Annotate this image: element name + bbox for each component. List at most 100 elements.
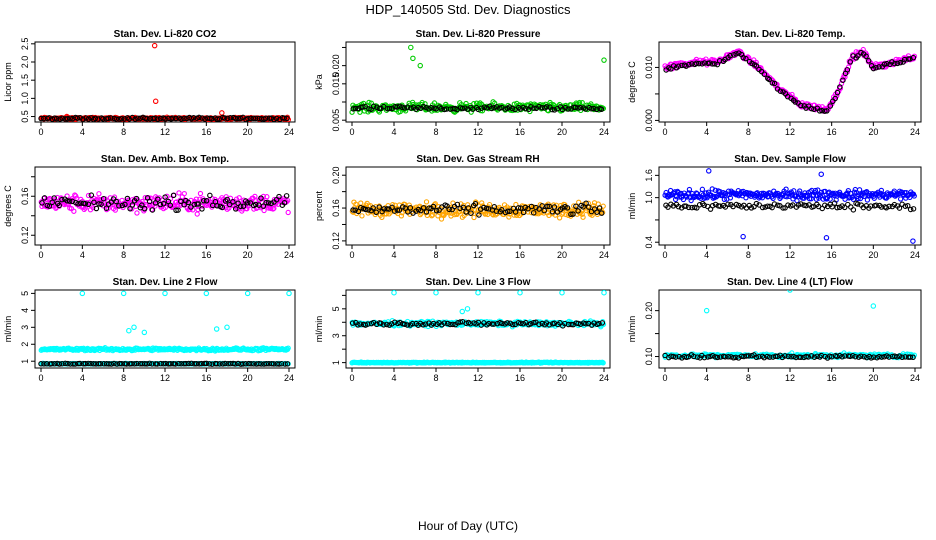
data-point — [178, 116, 184, 122]
data-point — [428, 104, 435, 111]
data-point — [878, 204, 885, 210]
outlier-point — [870, 303, 877, 309]
data-point — [173, 115, 179, 122]
data-point — [71, 208, 77, 214]
data-point — [745, 353, 752, 359]
data-point — [701, 60, 708, 66]
x-tick-label: 24 — [599, 250, 609, 260]
data-point — [904, 202, 911, 209]
data-point — [88, 192, 95, 198]
x-tick-label: 4 — [391, 373, 396, 383]
data-point — [405, 209, 411, 215]
data-point — [67, 115, 73, 121]
data-point — [598, 210, 605, 216]
data-point — [832, 95, 838, 102]
data-point — [360, 104, 366, 110]
data-point — [358, 200, 364, 206]
data-point — [766, 76, 772, 83]
data-point — [901, 56, 908, 63]
data-point — [264, 194, 270, 200]
data-points — [38, 42, 292, 122]
data-point — [244, 200, 251, 206]
x-tick-label: 0 — [662, 250, 667, 260]
data-point — [714, 354, 721, 361]
data-point — [95, 116, 101, 122]
data-point — [839, 354, 845, 360]
x-tick-label: 4 — [704, 250, 709, 260]
data-point — [761, 71, 768, 77]
data-point — [64, 115, 71, 122]
data-point — [190, 115, 197, 121]
data-point — [112, 346, 118, 353]
data-point — [230, 199, 236, 205]
data-point — [527, 321, 534, 327]
data-point — [39, 200, 45, 206]
data-point — [118, 115, 125, 122]
data-point — [795, 202, 802, 208]
data-point — [753, 63, 760, 69]
data-point — [709, 202, 716, 209]
data-point — [349, 320, 356, 326]
data-point — [562, 320, 568, 327]
data-point — [491, 105, 497, 111]
data-point — [282, 361, 288, 367]
data-point — [709, 352, 716, 359]
data-point — [281, 115, 287, 121]
data-point — [536, 103, 542, 110]
data-point — [350, 207, 356, 213]
y-tick-label: 0.12 — [331, 232, 341, 250]
data-point — [806, 196, 813, 202]
x-tick-label: 16 — [515, 250, 525, 260]
outlier-point — [126, 327, 132, 334]
data-point — [129, 202, 136, 208]
data-point — [863, 53, 869, 60]
data-point — [583, 200, 589, 207]
x-tick-label: 16 — [827, 373, 837, 383]
y-axis-label: degrees C — [3, 185, 13, 227]
data-point — [570, 211, 576, 217]
data-point — [415, 104, 421, 111]
data-point — [62, 360, 69, 367]
data-point — [270, 361, 277, 367]
data-point — [381, 206, 387, 212]
outlier-point — [740, 233, 746, 240]
data-point — [736, 202, 742, 209]
data-point — [886, 203, 892, 210]
data-point — [433, 208, 440, 214]
data-point — [181, 115, 187, 122]
outlier-point — [601, 57, 607, 63]
data-point — [530, 210, 537, 216]
panel-title: Stan. Dev. Li-820 CO2 — [114, 29, 217, 40]
data-point — [423, 199, 430, 205]
data-point — [907, 56, 913, 62]
data-point — [378, 320, 384, 327]
data-point — [149, 361, 155, 367]
data-point — [457, 319, 463, 325]
outlier-point — [391, 290, 397, 296]
data-point — [845, 190, 851, 196]
y-tick-label: 4 — [20, 308, 30, 313]
x-tick-label: 0 — [349, 127, 354, 137]
data-point — [891, 201, 898, 208]
outlier-point — [464, 306, 471, 312]
data-point — [100, 195, 107, 202]
data-point — [108, 361, 115, 367]
x-tick-label: 16 — [201, 373, 211, 383]
data-point — [155, 196, 161, 202]
data-point — [698, 195, 704, 201]
y-tick-label: 0.10 — [644, 348, 654, 366]
data-point — [675, 203, 682, 210]
data-point — [897, 196, 904, 202]
data-point — [195, 201, 202, 207]
data-point — [539, 203, 545, 209]
data-point — [686, 190, 692, 196]
data-point — [91, 199, 97, 206]
y-tick-label: 0.005 — [331, 109, 341, 132]
data-point — [128, 360, 135, 367]
data-point — [75, 200, 81, 207]
data-point — [427, 204, 433, 211]
data-point — [82, 360, 89, 367]
data-point — [407, 205, 414, 211]
data-point — [712, 201, 719, 208]
data-point — [520, 209, 527, 216]
